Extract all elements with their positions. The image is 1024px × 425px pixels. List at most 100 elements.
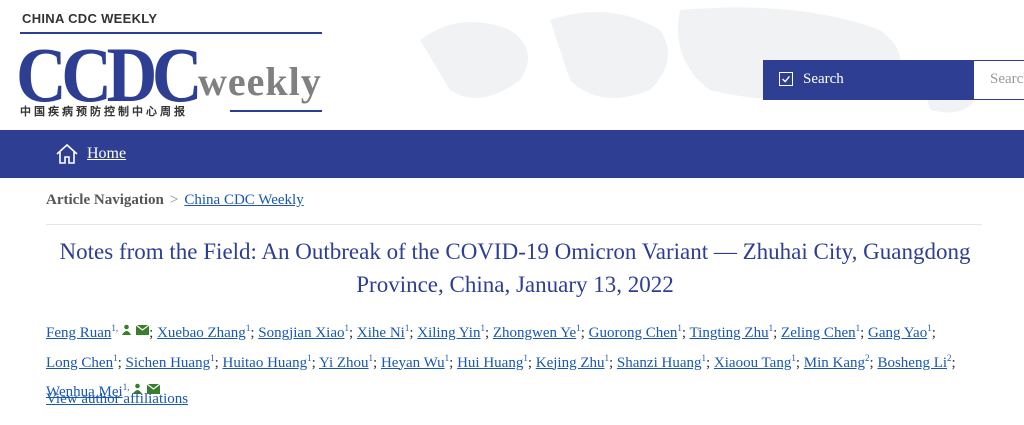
author-separator: ; (609, 354, 614, 371)
author-affiliation: 1 (344, 323, 349, 333)
author-affiliation: 1 (576, 323, 581, 333)
author-contact-icons[interactable] (132, 378, 161, 403)
author-affiliation: 1 (855, 323, 861, 333)
author: Sichen Huang1; (125, 352, 219, 371)
author-separator: ; (214, 354, 219, 371)
author-affiliation: 1, (122, 382, 130, 392)
author-separator: ; (795, 354, 801, 371)
author-name[interactable]: Xiaoou Tang (713, 354, 792, 371)
author-affiliation: 1 (368, 352, 374, 363)
author-separator: ; (931, 325, 936, 341)
author-separator: ; (951, 354, 956, 371)
author: Long Chen1; (46, 352, 122, 371)
author: Min Kang2; (803, 352, 874, 371)
author-separator: ; (348, 325, 354, 341)
author-name[interactable]: Songjian Xiao (258, 325, 345, 341)
author-name[interactable]: Xiling Yin (417, 325, 481, 341)
author: Hui Huang1; (457, 352, 532, 371)
author-affiliation: 2 (947, 352, 952, 363)
logo-rule (230, 110, 322, 112)
author-name[interactable]: Zeling Chen (781, 325, 856, 341)
author: Kejing Zhu1; (535, 353, 614, 371)
header: CHINA CDC WEEKLY CCDC weekly 中国疾病预防控制中心周… (0, 0, 1024, 130)
author-affiliation: 1 (307, 352, 312, 363)
author-separator: ; (149, 325, 154, 341)
breadcrumb-separator: > (169, 192, 179, 208)
author-name[interactable]: Hui Huang (457, 354, 524, 371)
author-name[interactable]: Huitao Huang (222, 354, 308, 371)
author-name[interactable]: Shanzi Huang (616, 354, 702, 371)
breadcrumb: Article Navigation > China CDC Weekly (46, 192, 304, 209)
author-name[interactable]: Xuebao Zhang (157, 325, 246, 341)
author: Xiling Yin1; (417, 323, 490, 341)
author-affiliation: 1 (404, 323, 410, 333)
author-name[interactable]: Min Kang (803, 354, 866, 371)
author: Xiaoou Tang1; (713, 353, 801, 371)
author-separator: ; (860, 325, 865, 341)
brand-name: CHINA CDC WEEKLY (22, 11, 158, 26)
author: Heyan Wu1; (380, 352, 454, 371)
author-name[interactable]: Long Chen (46, 354, 114, 371)
author: Tingting Zhu1; (689, 323, 778, 341)
author-separator: ; (869, 354, 874, 371)
author-separator: ; (773, 325, 778, 341)
divider (46, 224, 982, 225)
author-affiliation: 1 (480, 323, 485, 333)
logo-sub: weekly (198, 59, 322, 104)
search-input[interactable]: Search (973, 60, 1024, 100)
author-affiliation: 1 (245, 323, 251, 333)
author-name[interactable]: Kejing Zhu (535, 354, 605, 371)
author-separator: ; (409, 325, 414, 341)
author: Shanzi Huang1; (616, 352, 711, 371)
author-affiliation: 1 (523, 352, 528, 363)
author: Zhongwen Ye1; (492, 323, 585, 341)
author-name[interactable]: Wenhua Mei (46, 384, 123, 400)
author: Xuebao Zhang1; (157, 323, 255, 341)
author-affiliation: 1 (701, 352, 707, 363)
author: Feng Ruan1,; (46, 323, 154, 341)
author-name[interactable]: Feng Ruan (46, 325, 112, 341)
author-separator: ; (311, 354, 316, 371)
breadcrumb-link[interactable]: China CDC Weekly (184, 192, 304, 208)
author-separator: ; (580, 325, 585, 341)
author-affiliation: 1 (210, 352, 215, 363)
author-name[interactable]: Bosheng Li (877, 354, 948, 371)
author-name[interactable]: Zhongwen Ye (492, 325, 577, 341)
author-separator: ; (449, 354, 454, 371)
author: Yi Zhou1; (318, 352, 378, 371)
author: Gang Yao1; (868, 323, 936, 341)
author-name[interactable]: Heyan Wu (380, 354, 445, 371)
author-affiliation: 2 (865, 352, 870, 363)
author-name[interactable]: Yi Zhou (318, 354, 369, 371)
author-name[interactable]: Guorong Chen (588, 325, 678, 341)
nav-bar: Home (0, 130, 1024, 178)
author: Bosheng Li2; (877, 352, 956, 371)
author-name[interactable]: Gang Yao (868, 325, 928, 341)
author-affiliation: 1 (444, 352, 450, 363)
article-title: Notes from the Field: An Outbreak of the… (59, 239, 971, 297)
author-separator: ; (527, 354, 532, 371)
search-checkbox (779, 72, 793, 86)
author-affiliation: 1 (113, 352, 118, 363)
author: Zeling Chen1; (781, 323, 865, 341)
logo-rule (20, 32, 322, 34)
author-separator: ; (373, 354, 378, 371)
author-list: Feng Ruan1,; Xuebao Zhang1; Songjian Xia… (46, 316, 956, 405)
author-name[interactable]: Sichen Huang (125, 354, 211, 371)
author-separator: ; (706, 354, 711, 371)
author-affiliation: 1 (677, 323, 682, 333)
author-contact-icons[interactable] (121, 319, 150, 344)
affiliations-link[interactable]: View author affiliations (46, 391, 189, 407)
author-affiliation: 1 (927, 323, 932, 333)
breadcrumb-root: Article Navigation (46, 192, 164, 208)
author: Huitao Huang1; (222, 352, 316, 371)
author-name[interactable]: Tingting Zhu (689, 325, 769, 341)
search-button[interactable]: Search (763, 60, 973, 100)
author-separator: ; (484, 325, 490, 341)
author-separator: ; (681, 325, 687, 341)
author-name[interactable]: Xihe Ni (356, 325, 405, 341)
author: Guorong Chen1; (588, 323, 687, 341)
home-link[interactable]: Home (87, 145, 127, 162)
author-separator: ; (250, 325, 255, 341)
